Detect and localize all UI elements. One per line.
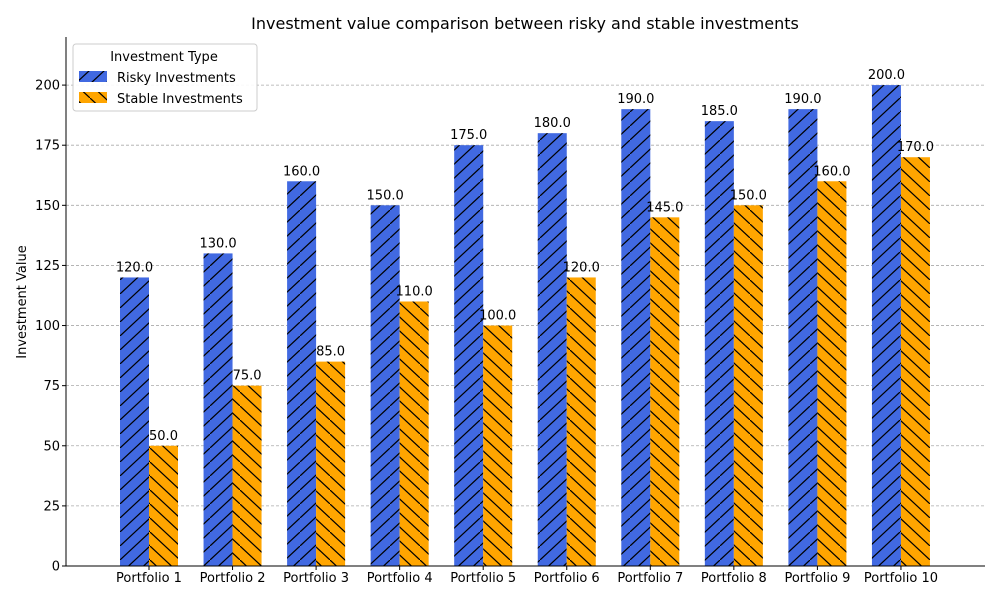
legend-label-risky: Risky Investments: [117, 71, 236, 86]
bar-hatch-risky: [621, 109, 651, 567]
x-tick-label: Portfolio 7: [617, 571, 683, 586]
bar-hatch-stable: [817, 181, 847, 567]
x-tick-label: Portfolio 10: [864, 571, 938, 586]
legend-title: Investment Type: [110, 50, 218, 65]
data-label-risky: 180.0: [534, 116, 571, 131]
y-axis-label: Investment Value: [15, 245, 30, 358]
bars: [120, 85, 930, 567]
y-tick-label: 200: [35, 79, 60, 94]
bar-hatch-risky: [871, 85, 901, 566]
data-label-stable: 120.0: [563, 260, 600, 275]
bar-hatch-risky: [203, 253, 233, 566]
data-label-risky: 190.0: [784, 92, 821, 107]
data-label-stable: 85.0: [316, 345, 345, 360]
legend-swatch-hatch: [79, 71, 107, 82]
x-tick-label: Portfolio 6: [534, 571, 600, 586]
axes: [65, 37, 985, 567]
y-tick-label: 25: [43, 499, 60, 514]
chart-title: Investment value comparison between risk…: [251, 14, 799, 33]
data-label-risky: 200.0: [868, 68, 905, 83]
bar-hatch-stable: [900, 157, 930, 566]
y-tick-label: 100: [35, 319, 60, 334]
legend: Investment Type Risky Investments Stable…: [72, 43, 258, 112]
x-tick-label: Portfolio 4: [367, 571, 433, 586]
ticks: 0 25 50 75 100 125 150 175 200 Portfolio 1 Portfol…: [35, 79, 938, 586]
data-label-stable: 110.0: [396, 285, 433, 300]
bar-hatch-risky: [788, 109, 818, 567]
x-tick-label: Portfolio 1: [116, 571, 182, 586]
bar-hatch-stable: [733, 205, 763, 566]
data-label-risky: 150.0: [367, 188, 404, 203]
bar-hatch-risky: [120, 277, 149, 566]
data-label-risky: 120.0: [116, 260, 153, 275]
data-label-stable: 170.0: [897, 140, 934, 155]
x-tick-label: Portfolio 2: [200, 571, 266, 586]
x-tick-label: Portfolio 9: [784, 571, 850, 586]
data-label-stable: 50.0: [149, 429, 178, 444]
legend-frame: [72, 43, 258, 112]
bar-hatch-stable: [650, 217, 680, 566]
data-label-stable: 150.0: [730, 188, 767, 203]
data-label-stable: 100.0: [479, 309, 516, 324]
bar-hatch-stable: [316, 361, 346, 566]
bar-hatch-stable: [483, 325, 513, 566]
data-label-risky: 185.0: [701, 104, 738, 119]
bar-hatch-stable: [566, 277, 596, 566]
data-label-stable: 145.0: [646, 200, 683, 215]
bar-hatch-stable: [149, 445, 178, 566]
y-tick-label: 125: [35, 259, 60, 274]
y-tick-label: 75: [43, 379, 60, 394]
data-label-stable: 160.0: [813, 164, 850, 179]
data-label-risky: 160.0: [283, 164, 320, 179]
y-tick-label: 50: [43, 439, 60, 454]
bar-hatch-risky: [370, 205, 400, 566]
y-tick-label: 175: [35, 139, 60, 154]
data-label-stable: 75.0: [233, 369, 262, 384]
bar-hatch-risky: [454, 145, 484, 567]
x-tick-label: Portfolio 3: [283, 571, 349, 586]
legend-swatch-hatch: [79, 92, 107, 103]
x-tick-label: Portfolio 8: [701, 571, 767, 586]
legend-label-stable: Stable Investments: [117, 92, 243, 107]
y-tick-label: 0: [52, 560, 60, 575]
data-labels: 120.0 50.0 130.0 75.0 160.0 85.0 150.0 110.0 175…: [116, 68, 934, 444]
data-label-risky: 130.0: [199, 236, 236, 251]
x-tick-label: Portfolio 5: [450, 571, 516, 586]
bar-hatch-stable: [399, 301, 429, 566]
data-label-risky: 175.0: [450, 128, 487, 143]
y-tick-label: 150: [35, 199, 60, 214]
bar-hatch-risky: [704, 121, 734, 566]
bar-hatch-risky: [287, 181, 317, 567]
bar-hatch-stable: [232, 385, 262, 566]
bar-hatch-risky: [537, 133, 567, 566]
data-label-risky: 190.0: [617, 92, 654, 107]
